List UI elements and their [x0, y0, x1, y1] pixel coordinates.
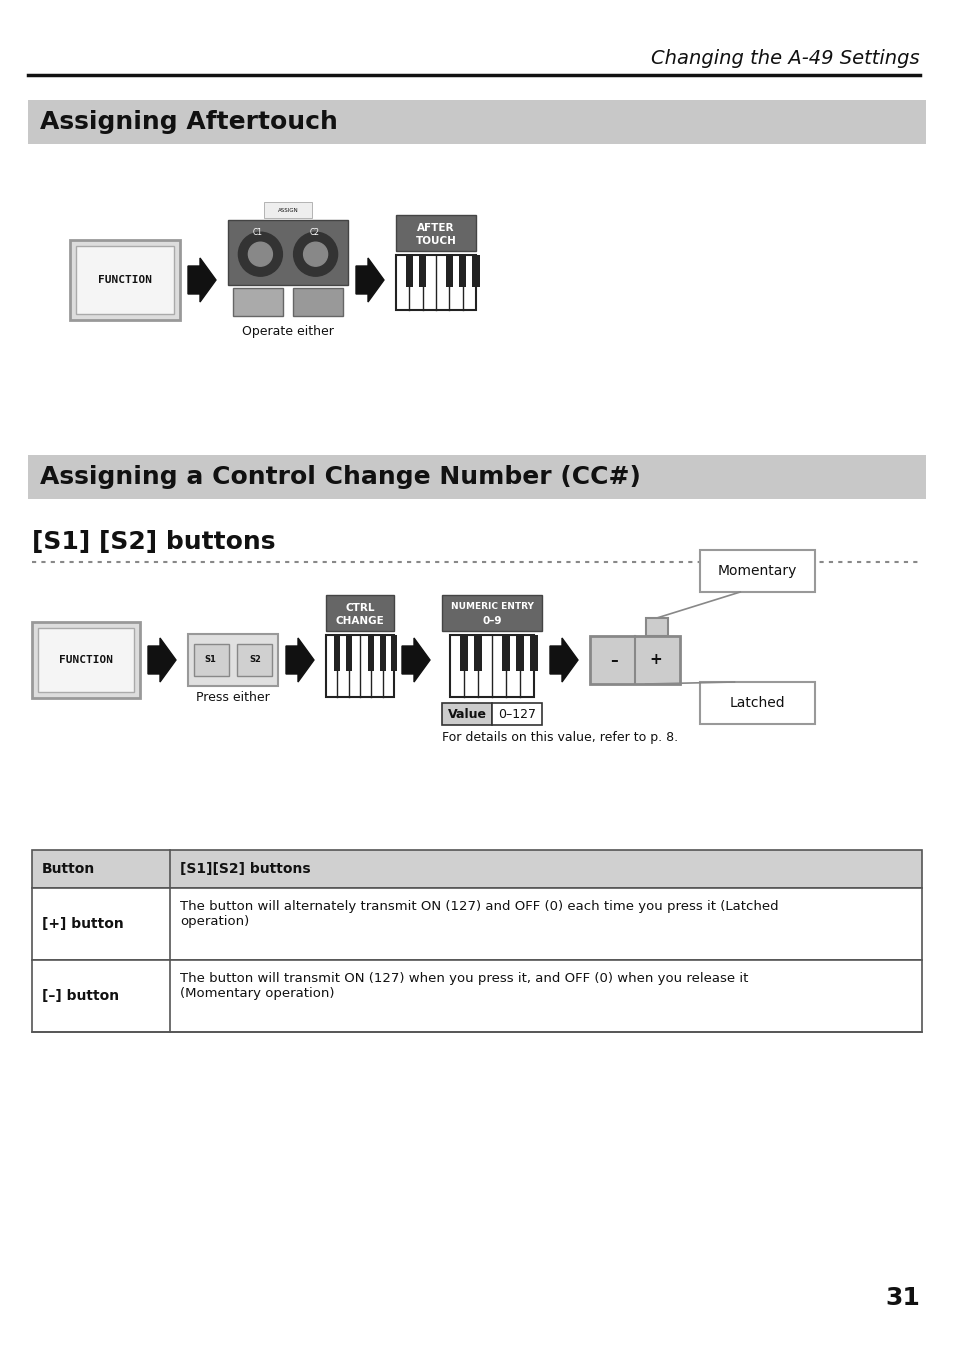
Text: C2: C2: [309, 227, 319, 237]
Text: Latched: Latched: [729, 696, 784, 709]
Text: FUNCTION: FUNCTION: [98, 275, 152, 284]
Bar: [645, 617, 667, 636]
Text: 0–127: 0–127: [497, 708, 536, 720]
Text: [–] button: [–] button: [42, 988, 119, 1003]
Bar: [228, 219, 348, 284]
Text: TOUCH: TOUCH: [416, 236, 456, 246]
Bar: [395, 255, 476, 310]
Text: S2: S2: [250, 655, 261, 665]
Bar: [28, 100, 925, 144]
Bar: [492, 703, 541, 724]
Bar: [193, 645, 229, 676]
Bar: [368, 635, 375, 672]
Bar: [501, 635, 509, 672]
Text: AFTER: AFTER: [416, 222, 455, 233]
Text: –: –: [610, 653, 618, 668]
Bar: [345, 635, 352, 672]
Bar: [32, 960, 921, 1032]
Text: Assigning Aftertouch: Assigning Aftertouch: [40, 110, 337, 134]
Text: 31: 31: [884, 1286, 919, 1311]
Text: +: +: [649, 653, 661, 668]
Text: Operate either: Operate either: [242, 325, 334, 338]
Bar: [326, 594, 394, 631]
Text: Assigning a Control Change Number (CC#): Assigning a Control Change Number (CC#): [40, 464, 640, 489]
Bar: [379, 635, 385, 672]
Bar: [458, 255, 466, 287]
Bar: [236, 645, 272, 676]
Bar: [32, 888, 921, 960]
Bar: [264, 202, 312, 218]
Bar: [441, 703, 492, 724]
Bar: [395, 215, 476, 250]
Bar: [700, 550, 814, 592]
FancyArrow shape: [286, 638, 314, 682]
Bar: [391, 635, 396, 672]
Bar: [76, 246, 173, 314]
Text: C1: C1: [253, 227, 263, 237]
Bar: [188, 634, 277, 686]
Text: Momentary: Momentary: [717, 565, 797, 578]
Text: NUMERIC ENTRY: NUMERIC ENTRY: [450, 603, 533, 611]
Bar: [28, 455, 925, 500]
Text: CHANGE: CHANGE: [335, 616, 384, 626]
Bar: [32, 850, 921, 888]
Text: [S1][S2] buttons: [S1][S2] buttons: [180, 862, 311, 876]
Bar: [474, 635, 481, 672]
Text: S1: S1: [204, 655, 216, 665]
Text: [+] button: [+] button: [42, 917, 124, 932]
Text: CTRL: CTRL: [345, 603, 375, 612]
Bar: [38, 628, 133, 692]
Text: Press either: Press either: [196, 691, 270, 704]
Bar: [459, 635, 467, 672]
Bar: [445, 255, 453, 287]
Bar: [70, 240, 180, 320]
Text: [S1] [S2] buttons: [S1] [S2] buttons: [32, 529, 275, 554]
FancyArrow shape: [550, 638, 578, 682]
Circle shape: [238, 232, 282, 276]
Bar: [441, 594, 541, 631]
Bar: [450, 635, 534, 697]
Bar: [326, 635, 394, 697]
Bar: [530, 635, 537, 672]
Bar: [405, 255, 413, 287]
FancyArrow shape: [148, 638, 175, 682]
Bar: [700, 682, 814, 724]
Bar: [32, 621, 140, 699]
Bar: [589, 636, 679, 684]
Bar: [418, 255, 426, 287]
Bar: [233, 287, 283, 315]
Bar: [472, 255, 479, 287]
Text: Changing the A-49 Settings: Changing the A-49 Settings: [651, 49, 919, 68]
Text: FUNCTION: FUNCTION: [59, 655, 112, 665]
Bar: [334, 635, 340, 672]
Text: The button will transmit ON (127) when you press it, and OFF (0) when you releas: The button will transmit ON (127) when y…: [180, 972, 747, 1001]
Bar: [516, 635, 523, 672]
Text: 0–9: 0–9: [482, 616, 501, 626]
FancyArrow shape: [188, 259, 215, 302]
Text: Button: Button: [42, 862, 95, 876]
Text: The button will alternately transmit ON (127) and OFF (0) each time you press it: The button will alternately transmit ON …: [180, 900, 778, 927]
FancyArrow shape: [401, 638, 430, 682]
Text: For details on this value, refer to p. 8.: For details on this value, refer to p. 8…: [441, 731, 678, 743]
Text: Value: Value: [447, 708, 486, 720]
Circle shape: [303, 242, 327, 267]
FancyArrow shape: [355, 259, 384, 302]
Circle shape: [294, 232, 337, 276]
Circle shape: [248, 242, 273, 267]
Text: ASSIGN: ASSIGN: [277, 207, 298, 213]
Bar: [293, 287, 343, 315]
